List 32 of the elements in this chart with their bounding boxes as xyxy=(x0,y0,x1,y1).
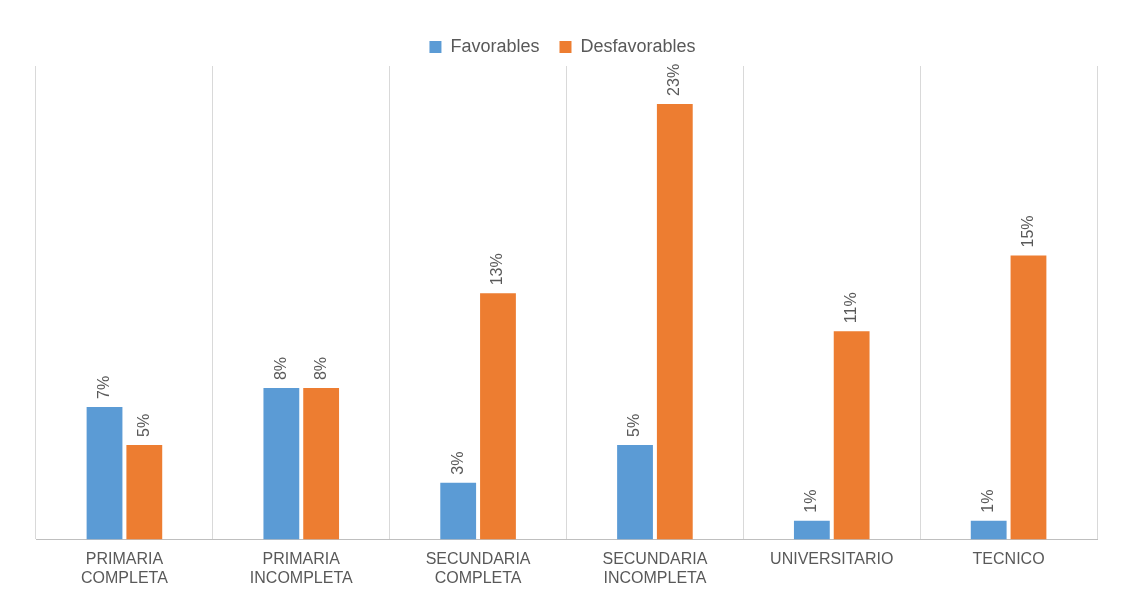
bar xyxy=(86,406,123,540)
data-label: 11% xyxy=(842,292,860,324)
bar xyxy=(656,103,693,540)
x-tick-label: UNIVERSITARIO xyxy=(770,549,894,567)
data-label: 5% xyxy=(134,413,152,437)
data-label: 7% xyxy=(94,375,112,399)
bar xyxy=(480,293,516,540)
data-label: 1% xyxy=(802,489,820,513)
legend-label: Desfavorables xyxy=(580,35,696,56)
bar xyxy=(440,482,477,540)
bar xyxy=(833,331,870,540)
bar xyxy=(126,444,163,540)
data-label: 15% xyxy=(1018,215,1036,248)
data-label: 8% xyxy=(271,356,289,381)
x-tick-label: PRIMARIA COMPLETA xyxy=(81,549,169,586)
bar xyxy=(793,520,830,540)
data-label: 5% xyxy=(625,413,643,437)
x-tick-label: SECUNDARIA INCOMPLETA xyxy=(602,549,708,586)
bar xyxy=(617,444,653,540)
data-label: 8% xyxy=(311,356,329,381)
x-tick-label: SECUNDARIA COMPLETA xyxy=(425,549,531,586)
data-label: 13% xyxy=(488,253,506,286)
bar xyxy=(303,388,340,540)
x-tick-label: PRIMARIA INCOMPLETA xyxy=(249,549,353,586)
data-label: 23% xyxy=(665,63,683,96)
data-label: 3% xyxy=(448,451,466,475)
legend-label: Favorables xyxy=(450,35,540,56)
x-tick-label: TECNICO xyxy=(972,549,1045,567)
bar xyxy=(1010,255,1047,540)
bar xyxy=(970,520,1007,540)
bar xyxy=(263,388,300,540)
data-label: 1% xyxy=(979,489,997,513)
